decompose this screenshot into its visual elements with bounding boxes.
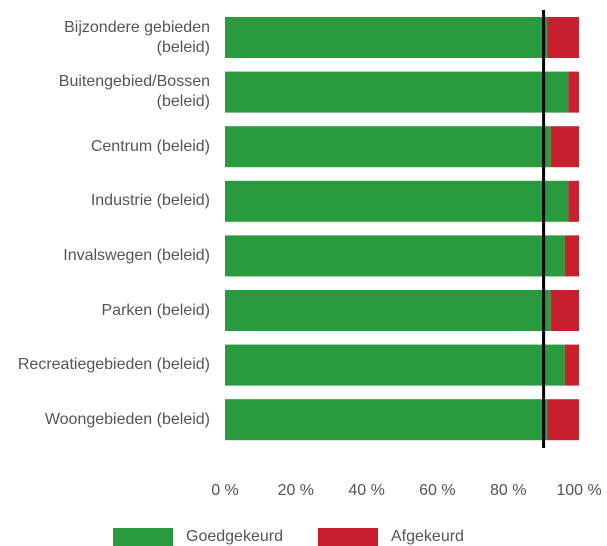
bar-segment <box>550 126 579 168</box>
x-tick-label: 40 % <box>348 482 384 499</box>
bar-segment <box>225 235 565 277</box>
bar-segment <box>225 71 569 113</box>
category-label: Invalswegen (beleid) <box>63 246 210 264</box>
category-label: Buitengebied/Bossen (beleid) <box>58 73 210 111</box>
legend-swatch <box>113 528 173 546</box>
x-tick-label: 20 % <box>278 482 314 499</box>
bar-segment <box>225 344 565 386</box>
x-tick-label: 80 % <box>490 482 526 499</box>
bar-segment <box>568 180 579 222</box>
bar-segment <box>564 344 579 386</box>
category-label: Recreatiegebieden (beleid) <box>17 356 210 374</box>
bar-segment <box>547 17 579 58</box>
category-label: Parken (beleid) <box>101 301 211 319</box>
category-label: Centrum (beleid) <box>90 137 210 155</box>
bar-segment <box>568 71 579 113</box>
x-tick-label: 100 % <box>556 482 601 499</box>
legend-label: Afgekeurd <box>391 528 464 545</box>
bar-segment <box>547 399 579 441</box>
bar-segment <box>550 290 579 331</box>
category-label: Industrie (beleid) <box>90 192 210 210</box>
category-label: Bijzondere gebieden (beleid) <box>64 18 210 56</box>
bar-segment <box>564 235 579 277</box>
x-tick-label: 0 % <box>211 482 239 499</box>
bar-segment <box>225 399 548 441</box>
bar-segment <box>225 126 551 168</box>
bar-segment <box>225 290 551 331</box>
legend-label: Goedgekeurd <box>186 528 283 545</box>
legend-swatch <box>318 528 378 546</box>
bar-segment <box>225 17 548 58</box>
bar-segment <box>225 180 569 222</box>
category-label: Woongebieden (beleid) <box>44 410 210 428</box>
x-tick-label: 60 % <box>419 482 455 499</box>
